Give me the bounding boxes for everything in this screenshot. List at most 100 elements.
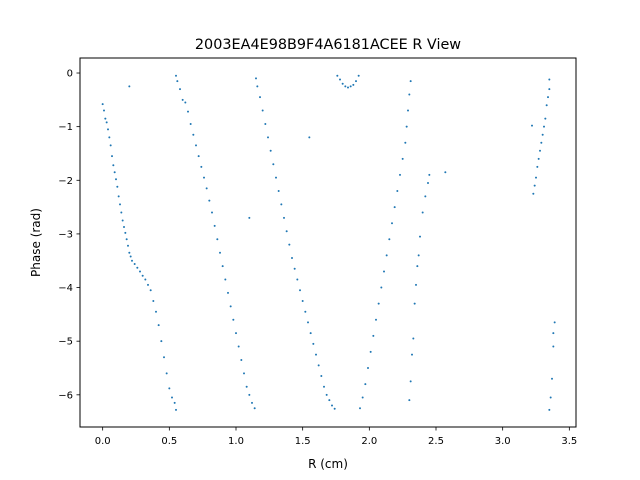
data-point xyxy=(121,219,124,222)
y-tick-label: 0 xyxy=(67,69,73,80)
data-point xyxy=(427,181,429,184)
data-point xyxy=(163,356,165,359)
data-point xyxy=(547,96,549,99)
data-point xyxy=(248,393,251,396)
data-point xyxy=(253,407,256,410)
data-point xyxy=(173,401,176,404)
x-tick-label: 1.0 xyxy=(228,436,244,447)
data-point xyxy=(301,299,304,302)
data-point xyxy=(175,408,177,411)
y-tick-label: −1 xyxy=(58,122,73,133)
data-point xyxy=(165,372,168,375)
data-point xyxy=(419,235,421,238)
data-point xyxy=(545,104,548,107)
data-point xyxy=(309,332,312,335)
data-point xyxy=(421,211,424,214)
data-point xyxy=(136,266,139,269)
data-point xyxy=(240,358,243,361)
data-point xyxy=(544,117,547,120)
data-point xyxy=(123,225,125,228)
data-point xyxy=(415,283,417,286)
data-point xyxy=(283,216,285,219)
data-point xyxy=(211,211,213,214)
data-point xyxy=(113,171,116,174)
data-point xyxy=(349,85,352,88)
data-point xyxy=(227,291,229,294)
data-point xyxy=(341,82,344,85)
data-point xyxy=(203,176,205,179)
data-point xyxy=(328,399,331,402)
data-point xyxy=(219,251,221,254)
data-point xyxy=(553,321,556,324)
y-axis-label: Phase (rad) xyxy=(29,208,43,277)
data-point xyxy=(256,85,259,88)
data-point xyxy=(105,121,108,124)
chart-title: 2003EA4E98B9F4A6181ACEE R View xyxy=(195,37,461,53)
data-point xyxy=(277,190,280,193)
data-point xyxy=(409,80,412,83)
data-point xyxy=(269,149,272,152)
data-point xyxy=(189,122,192,125)
data-point xyxy=(187,110,189,113)
data-point xyxy=(417,254,420,257)
data-point xyxy=(551,377,553,380)
data-point xyxy=(248,216,251,219)
data-point xyxy=(291,257,293,260)
data-point xyxy=(205,187,208,190)
data-point xyxy=(280,203,283,206)
x-tick-label: 0.0 xyxy=(95,436,111,447)
data-point xyxy=(129,255,132,258)
data-point xyxy=(127,244,129,247)
x-axis-label: R (cm) xyxy=(308,457,348,471)
data-point xyxy=(333,407,336,410)
data-point xyxy=(543,125,545,128)
data-point xyxy=(133,262,136,265)
data-point xyxy=(539,149,541,152)
data-point xyxy=(336,74,339,77)
y-tick-label: −6 xyxy=(58,390,73,401)
data-point xyxy=(149,289,152,292)
data-point xyxy=(237,345,240,348)
data-point xyxy=(404,141,407,144)
data-point xyxy=(357,74,360,77)
data-point xyxy=(383,270,385,273)
data-point xyxy=(104,117,107,120)
data-point xyxy=(119,203,121,206)
data-point xyxy=(540,141,543,144)
data-point xyxy=(401,157,404,160)
data-point xyxy=(385,254,388,257)
data-point xyxy=(323,385,325,388)
x-tick-label: 3.5 xyxy=(561,436,577,447)
data-point xyxy=(116,185,119,188)
data-point xyxy=(243,372,245,375)
data-point xyxy=(533,184,536,187)
data-point xyxy=(412,337,415,340)
data-point xyxy=(144,278,147,281)
data-point xyxy=(380,286,383,289)
data-point xyxy=(548,88,551,91)
data-point xyxy=(208,199,211,202)
data-point xyxy=(405,125,408,128)
data-point xyxy=(229,305,232,308)
data-point xyxy=(288,243,291,246)
data-point xyxy=(272,163,275,166)
data-point xyxy=(200,165,203,168)
data-point xyxy=(444,171,447,174)
data-point xyxy=(367,367,369,370)
data-point xyxy=(157,324,160,327)
data-point xyxy=(408,399,411,402)
data-point xyxy=(128,251,131,254)
data-point xyxy=(232,318,235,321)
data-point xyxy=(413,302,416,305)
data-point xyxy=(171,396,173,399)
data-point xyxy=(168,387,171,390)
data-point xyxy=(549,396,552,399)
data-point xyxy=(125,238,128,241)
data-point xyxy=(275,176,277,179)
data-point xyxy=(103,109,105,112)
x-tick-label: 2.0 xyxy=(361,436,377,447)
data-point xyxy=(109,144,112,147)
data-point xyxy=(339,78,341,81)
data-point xyxy=(107,128,109,131)
data-point xyxy=(285,230,288,233)
